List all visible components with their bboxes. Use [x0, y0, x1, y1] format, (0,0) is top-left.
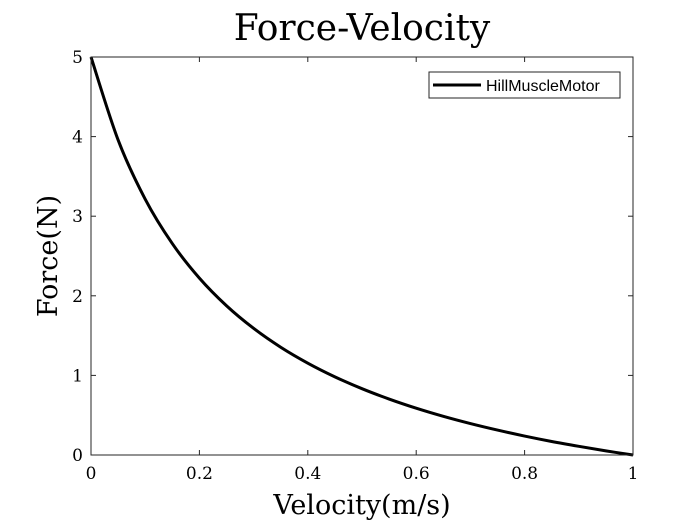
- x-tick-label: 0.4: [294, 464, 321, 484]
- legend-entry-label: HillMuscleMotor: [486, 78, 600, 95]
- x-tick-label: 0.2: [186, 464, 213, 484]
- x-axis-label: Velocity(m/s): [272, 490, 450, 521]
- y-tick-label: 2: [72, 287, 83, 307]
- x-tick-label: 0.8: [511, 464, 538, 484]
- axes-box: [90, 56, 634, 456]
- y-axis-label: Force(N): [33, 195, 64, 317]
- y-tick-label: 3: [72, 207, 83, 227]
- y-tick-label: 1: [72, 366, 83, 386]
- x-tick-label: 0.6: [403, 464, 430, 484]
- y-tick-label: 0: [72, 446, 83, 466]
- chart-title: Force-Velocity: [234, 8, 491, 49]
- x-tick-label: 1: [628, 464, 639, 484]
- x-tick-label: 0: [86, 464, 97, 484]
- y-tick-label: 5: [72, 48, 83, 68]
- legend: HillMuscleMotor: [428, 71, 621, 99]
- y-tick-label: 4: [72, 128, 83, 148]
- series-line-hillmusclemotor: [89, 56, 634, 457]
